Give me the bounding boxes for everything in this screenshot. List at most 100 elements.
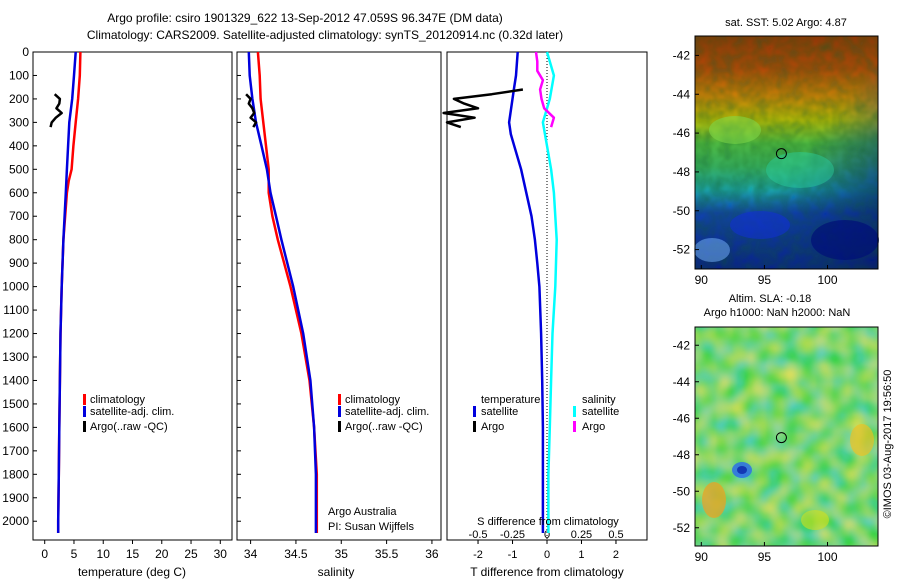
map-y-tick-label: -48	[673, 165, 691, 179]
series-line-argo	[534, 51, 556, 128]
temperature-x-ticks: 0 5 10 15 20 25 30	[41, 540, 227, 561]
depth-tick-label: 1400	[2, 373, 29, 387]
legend-swatch-argo	[338, 421, 341, 432]
depth-tick-label: 300	[9, 115, 29, 129]
sla-map-title-2: Argo h1000: NaN h2000: NaN	[704, 307, 851, 319]
map-y-tick-label: -44	[673, 87, 691, 101]
series-line-satellite	[507, 51, 545, 533]
legend-swatch-s-argo	[573, 421, 576, 432]
map-x-tick-label: 90	[695, 273, 709, 287]
series-line-argo-raw-qc-	[245, 93, 258, 128]
depth-tick-label: 900	[9, 256, 29, 270]
map-y-tick-label: -42	[673, 338, 691, 352]
depth-tick-label: 1200	[2, 327, 29, 341]
temperature-profiles	[49, 51, 82, 533]
float-position-marker	[775, 432, 787, 444]
series-line-climatology	[256, 51, 319, 533]
s-difference-ticks: -0.5 -0.25 0 0.25 0.5	[469, 529, 624, 544]
x-tick-label: -0.25	[500, 529, 525, 541]
map-y-tick-label: -44	[673, 375, 691, 389]
imos-credit: ©IMOS 03-Aug-2017 19:56:50	[882, 370, 894, 519]
map-y-tick-label: -52	[673, 521, 691, 535]
legend-label-satellite: satellite-adj. clim.	[345, 406, 429, 418]
legend-swatch-satellite	[338, 406, 341, 417]
sla-map-image	[695, 327, 878, 546]
legend-swatch-s-satellite	[573, 406, 576, 417]
sla-map-panel: Altim. SLA: -0.18 Argo h1000: NaN h2000:…	[673, 293, 879, 564]
depth-tick-label: 1800	[2, 467, 29, 481]
float-position-marker	[775, 148, 787, 160]
map-x-tick-label: 90	[695, 550, 709, 564]
x-tick-label: 5	[71, 547, 78, 561]
salinity-legend: climatology satellite-adj. clim. Argo(..…	[338, 394, 429, 433]
temperature-xlabel: temperature (deg C)	[78, 565, 186, 579]
legend-swatch-satellite	[83, 406, 86, 417]
salinity-xlabel: salinity	[318, 565, 355, 579]
depth-tick-label: 700	[9, 209, 29, 223]
x-tick-label: 25	[184, 547, 198, 561]
x-tick-label: 36	[425, 547, 439, 561]
x-tick-label: 0	[544, 549, 550, 561]
legend-label-t-satellite: satellite	[481, 406, 518, 418]
temperature-depth-ticks: 0 100 200 300 400 500 600 700 800 900 1000 1100 1200…	[2, 45, 37, 528]
legend-label-satellite: satellite-adj. clim.	[90, 406, 174, 418]
sst-map-y-ticks: -42 -44 -46 -48 -50 -52	[673, 48, 699, 257]
x-tick-label: -2	[473, 549, 483, 561]
series-line-satellite-adj-clim-	[56, 51, 77, 533]
x-tick-label: 34	[244, 547, 258, 561]
x-tick-label: 0	[544, 529, 550, 541]
header-line-2: Climatology: CARS2009. Satellite-adjuste…	[87, 28, 563, 42]
sst-map-frame	[694, 35, 879, 270]
x-tick-label: 0	[41, 547, 48, 561]
temperature-legend: climatology satellite-adj. clim. Argo(..…	[83, 394, 174, 433]
map-y-tick-label: -46	[673, 126, 691, 140]
difference-profiles	[442, 51, 558, 533]
depth-tick-label: 100	[9, 68, 29, 82]
legend-label-climatology: climatology	[345, 394, 401, 406]
map-x-tick-label: 100	[818, 273, 838, 287]
series-line-satellite	[541, 51, 558, 533]
temperature-panel: 0100200300400500600700800900100011001200…	[2, 45, 233, 579]
depth-tick-label: 1500	[2, 397, 29, 411]
depth-tick-label: 500	[9, 162, 29, 176]
salinity-note-1: Argo Australia	[328, 506, 397, 518]
series-line-argo-raw-qc-	[49, 93, 63, 128]
legend-label-s-satellite: satellite	[582, 406, 619, 418]
map-y-tick-label: -50	[673, 484, 691, 498]
header-line-1: Argo profile: csiro 1901329_622 13-Sep-2…	[107, 11, 503, 25]
sst-map-panel: sat. SST: 5.02 Argo: 4.87 -42 -44 -46 -48 -5…	[673, 17, 879, 287]
legend-label-s-argo: Argo	[582, 421, 605, 433]
x-tick-label: 35.5	[375, 547, 399, 561]
legend-head-temperature: temperature	[481, 394, 540, 406]
depth-tick-label: 600	[9, 186, 29, 200]
legend-swatch-climatology	[83, 394, 86, 405]
sla-map-y-ticks: -42 -44 -46 -48 -50 -52	[673, 338, 699, 535]
map-y-tick-label: -42	[673, 48, 691, 62]
sst-map-x-ticks: 90 95 100	[695, 265, 838, 287]
x-tick-label: 0.25	[571, 529, 592, 541]
sla-map-x-ticks: 90 95 100	[695, 542, 838, 564]
map-x-tick-label: 95	[758, 550, 772, 564]
depth-tick-label: 2000	[2, 514, 29, 528]
legend-swatch-t-satellite	[473, 406, 476, 417]
series-line-argo	[442, 88, 524, 129]
depth-tick-label: 1100	[3, 303, 29, 317]
t-difference-ticks: -2 -1 0 1 2	[473, 540, 619, 561]
x-tick-label: 10	[97, 547, 111, 561]
map-x-tick-label: 95	[758, 273, 772, 287]
x-tick-label: 15	[126, 547, 140, 561]
sst-map-title: sat. SST: 5.02 Argo: 4.87	[725, 17, 847, 29]
x-tick-label: 2	[613, 549, 619, 561]
x-tick-label: 0.5	[608, 529, 623, 541]
temperature-axes-box	[32, 51, 233, 541]
salinity-note-2: PI: Susan Wijffels	[328, 521, 414, 533]
salinity-profiles	[245, 51, 319, 533]
series-line-satellite-adj-clim-	[247, 51, 318, 533]
depth-tick-label: 800	[9, 233, 29, 247]
x-tick-label: -0.5	[469, 529, 488, 541]
legend-label-argo: Argo(..raw -QC)	[345, 421, 423, 433]
legend-label-t-argo: Argo	[481, 421, 504, 433]
t-difference-xlabel: T difference from climatology	[470, 565, 624, 579]
map-y-tick-label: -48	[673, 448, 691, 462]
